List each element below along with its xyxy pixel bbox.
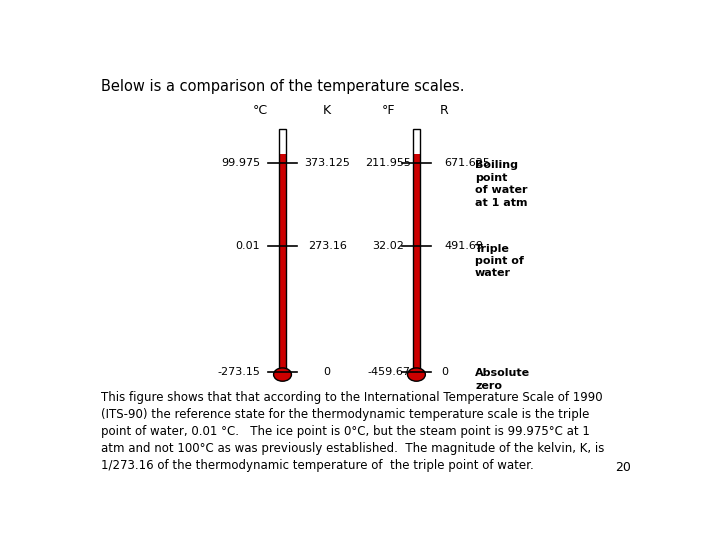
Text: 0.01: 0.01 [235,241,260,251]
Text: 0: 0 [441,368,448,377]
Bar [279,129,286,154]
Bar [413,129,420,375]
Text: 373.125: 373.125 [305,158,350,167]
Bar [279,154,286,375]
Text: 491.69: 491.69 [444,241,483,251]
Text: 99.975: 99.975 [221,158,260,167]
Text: °C: °C [253,104,268,117]
Text: Triple
point of
water: Triple point of water [475,244,524,279]
Text: K: K [323,104,331,117]
Text: Below is a comparison of the temperature scales.: Below is a comparison of the temperature… [101,79,464,94]
Text: R: R [440,104,449,117]
Bar [413,154,420,375]
Text: -459.67: -459.67 [367,368,410,377]
Text: This figure shows that that according to the International Temperature Scale of : This figure shows that that according to… [101,391,605,472]
Text: Absolute
zero: Absolute zero [475,368,530,391]
Text: 211.955: 211.955 [366,158,411,167]
Text: 20: 20 [616,461,631,474]
Text: 273.16: 273.16 [307,241,346,251]
Text: -273.15: -273.15 [217,368,260,377]
Text: 32.02: 32.02 [372,241,405,251]
Text: 671.625: 671.625 [444,158,490,167]
Circle shape [408,368,426,381]
Circle shape [274,368,292,381]
Bar [413,129,420,154]
Text: °F: °F [382,104,395,117]
Text: Boiling
point
of water
at 1 atm: Boiling point of water at 1 atm [475,160,528,208]
Bar [279,129,286,375]
Text: 0: 0 [324,368,330,377]
